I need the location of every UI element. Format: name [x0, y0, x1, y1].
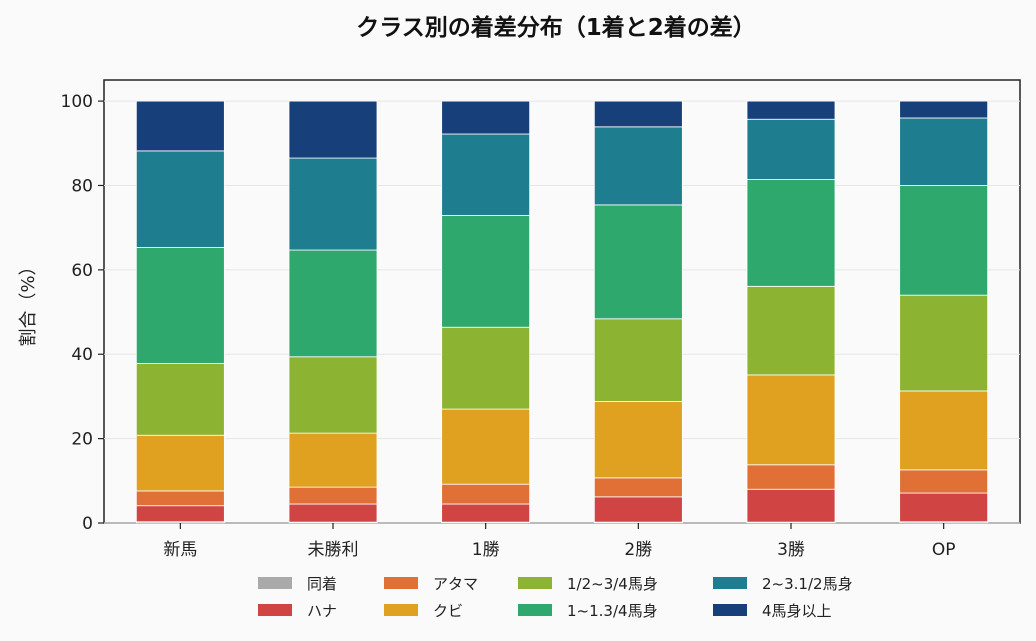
- bar-segment: [135, 247, 225, 364]
- legend-swatch: [384, 604, 418, 616]
- x-tick-label: 新馬: [163, 540, 197, 560]
- y-tick-label: 40: [71, 345, 93, 365]
- bar-segment: [899, 390, 989, 471]
- bar-segment: [746, 100, 836, 120]
- bar-segment: [899, 185, 989, 296]
- legend-swatch: [258, 577, 292, 589]
- bar-segment: [288, 100, 378, 159]
- bar-segment: [593, 126, 683, 206]
- bar-segment: [593, 318, 683, 402]
- bar-segment: [746, 464, 836, 490]
- bars: [135, 100, 989, 524]
- y-tick-label: 0: [82, 514, 93, 534]
- legend-label: ハナ: [307, 602, 337, 620]
- x-tick-label: 2勝: [624, 540, 652, 560]
- bar-segment: [135, 363, 225, 436]
- bar-segment: [441, 503, 531, 523]
- bar-segment: [593, 100, 683, 128]
- legend-swatch: [384, 577, 418, 589]
- bar-segment: [288, 432, 378, 488]
- bar-segment: [135, 150, 225, 248]
- bar-segment: [899, 294, 989, 392]
- bar-segment: [441, 215, 531, 328]
- bar-segment: [135, 434, 225, 492]
- bar-segment: [441, 133, 531, 216]
- legend-label: 1~1.3/4馬身: [567, 602, 658, 620]
- bar-segment: [593, 477, 683, 498]
- y-axis-label: 割合（%）: [18, 257, 39, 346]
- bar-segment: [746, 179, 836, 287]
- bar-segment: [746, 488, 836, 523]
- legend-label: 4馬身以上: [762, 602, 832, 620]
- bar-segment: [288, 486, 378, 505]
- x-tick-label: OP: [932, 540, 956, 560]
- bar-segment: [135, 490, 225, 507]
- legend-label: 2~3.1/2馬身: [762, 575, 853, 593]
- bar-segment: [899, 100, 989, 119]
- plot-area: [103, 79, 1021, 524]
- x-tick-label: 1勝: [472, 540, 500, 560]
- bar-segment: [746, 285, 836, 376]
- legend-label: 同着: [307, 575, 337, 593]
- bar-segment: [288, 157, 378, 251]
- bar-segment: [746, 374, 836, 466]
- y-tick-label: 20: [71, 430, 93, 450]
- bar-segment: [899, 492, 989, 523]
- bar-segment: [135, 505, 225, 523]
- x-tick-label: 未勝利: [308, 540, 359, 560]
- gridlines: [104, 100, 1020, 524]
- bar-segment: [288, 249, 378, 358]
- legend-swatch: [518, 604, 552, 616]
- bar-segment: [288, 356, 378, 434]
- y-tick-label: 100: [61, 92, 93, 112]
- bar-segment: [441, 100, 531, 135]
- y-tick-label: 80: [71, 176, 93, 196]
- legend-label: 1/2~3/4馬身: [567, 575, 658, 593]
- bar-segment: [899, 117, 989, 186]
- bar-segment: [135, 100, 225, 152]
- bar-segment: [899, 469, 989, 494]
- bar-segment: [593, 401, 683, 479]
- y-tick-label: 60: [71, 261, 93, 281]
- bar-segment: [746, 118, 836, 180]
- bar-segment: [593, 204, 683, 320]
- bar-segment: [288, 503, 378, 523]
- legend-swatch: [258, 604, 292, 616]
- chart-title: クラス別の着差分布（1着と2着の差）: [356, 14, 756, 41]
- y-axis-ticks: 0 20 40 60 80 100: [61, 92, 104, 534]
- legend-swatch: [518, 577, 552, 589]
- legend-label: アタマ: [433, 575, 478, 593]
- bar-segment: [441, 408, 531, 485]
- legend-swatch: [713, 577, 747, 589]
- bar-segment: [441, 483, 531, 505]
- bar-segment: [593, 496, 683, 523]
- x-tick-label: 3勝: [777, 540, 805, 560]
- legend-label: クビ: [433, 602, 463, 620]
- legend-swatch: [713, 604, 747, 616]
- x-axis-ticks: 新馬 未勝利 1勝 2勝 3勝 OP: [163, 523, 955, 560]
- bar-segment: [441, 326, 531, 410]
